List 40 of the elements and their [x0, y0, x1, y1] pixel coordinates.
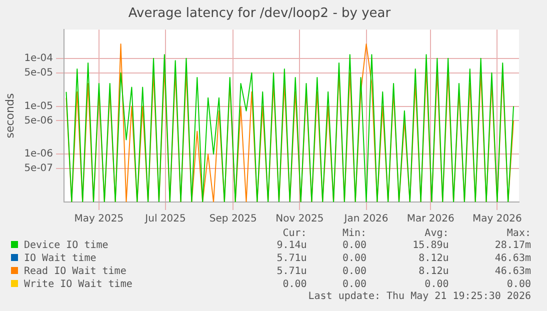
text: 0.00: [506, 278, 532, 291]
text: 46.63m: [494, 265, 532, 278]
text: 9.14u: [276, 239, 308, 252]
text: 8.12u: [418, 252, 450, 265]
text: 5.71u: [276, 252, 308, 265]
x-tick-label: May 2026: [472, 214, 522, 225]
text: 5.71u: [276, 265, 308, 278]
text: 0.00: [341, 265, 368, 278]
x-tick-label: Mar 2026: [406, 214, 454, 225]
y-tick-label: 5e-06: [24, 115, 54, 126]
text: 28.17m: [494, 239, 532, 252]
legend-label: IO Wait time: [23, 252, 98, 265]
x-tick-label: Nov 2025: [276, 214, 324, 225]
text: Cur:: [282, 228, 308, 239]
y-tick-label: 1e-05: [24, 100, 54, 112]
text: Min:: [341, 228, 368, 239]
text: Avg:: [424, 228, 450, 239]
text: 8.12u: [418, 265, 450, 278]
y-tick-label: 1e-06: [24, 148, 54, 160]
x-tick-label: Jan 2026: [343, 214, 388, 225]
text: 0.00: [424, 278, 450, 291]
x-tick-label: Jul 2025: [144, 214, 186, 225]
y-axis-title: seconds: [3, 93, 16, 138]
legend-label: Read IO Wait time: [23, 265, 128, 278]
y-tick-label: 5e-05: [24, 67, 54, 78]
text: 0.00: [341, 239, 368, 252]
text: 0.00: [341, 252, 368, 265]
text: Last update: Thu May 21 19:25:30 2026: [307, 291, 532, 302]
text: Max:: [506, 228, 532, 239]
text: 0.00: [341, 278, 368, 291]
text: 15.89u: [412, 239, 450, 252]
text: 0.00: [282, 278, 308, 291]
y-tick-label: 5e-07: [24, 163, 54, 174]
x-tick-label: May 2025: [74, 214, 124, 225]
legend-label: Write IO Wait time: [23, 278, 134, 291]
chart-title: Average latency for /dev/loop2 - by year: [128, 6, 392, 22]
y-tick-label: 1e-04: [24, 53, 54, 64]
x-tick-label: Sep 2025: [209, 214, 257, 225]
text: 46.63m: [494, 252, 532, 265]
legend-label: Device IO time: [23, 239, 110, 252]
